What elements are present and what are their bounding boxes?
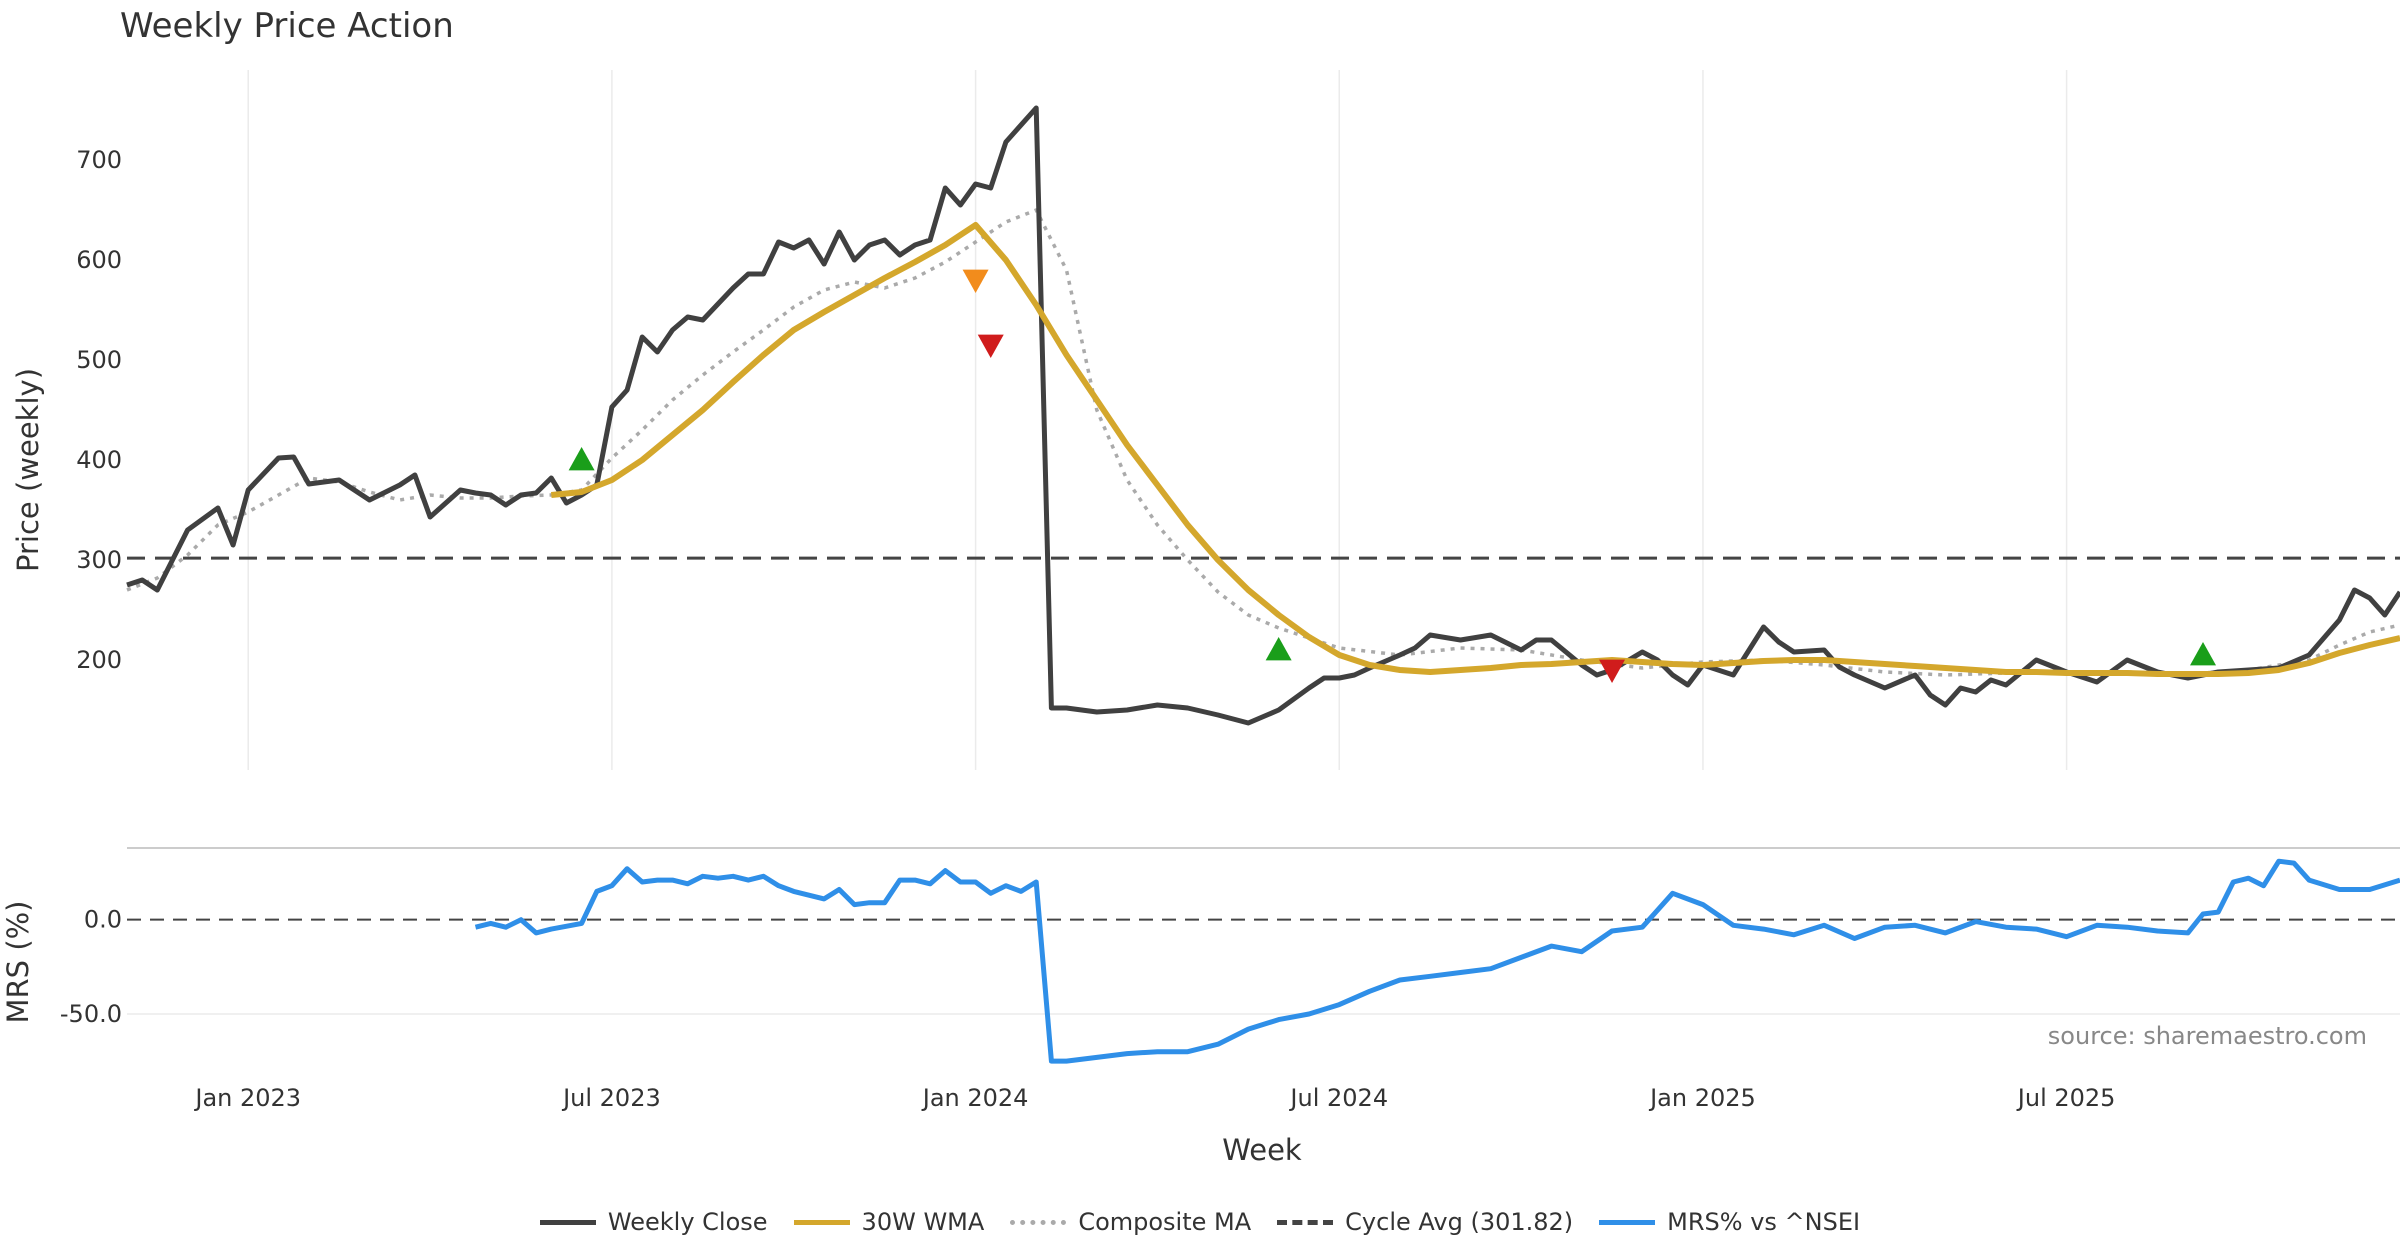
legend-label: 30W WMA: [861, 1208, 985, 1236]
marker-sell: [977, 334, 1004, 358]
legend-swatch: [793, 1219, 850, 1225]
legend-swatch: [1599, 1219, 1656, 1225]
marker-sell-warning: [962, 269, 989, 293]
x-tick-label: Jul 2025: [2016, 1084, 2116, 1112]
price-panel-grid: [247, 70, 2068, 770]
price-series-group: [126, 105, 2400, 726]
legend-swatch: [539, 1219, 596, 1225]
legend-swatch: [1277, 1219, 1334, 1225]
marker-buy: [568, 447, 595, 471]
mrs-y-tick-label: -50.0: [60, 1000, 122, 1028]
legend-label: Composite MA: [1078, 1208, 1252, 1236]
x-tick-label: Jan 2025: [1648, 1084, 1756, 1112]
x-tick-label: Jan 2024: [921, 1084, 1029, 1112]
mrs-y-axis-label: MRS (%): [1, 901, 35, 1024]
mrs-y-tick-label: 0.0: [84, 906, 122, 934]
price-y-tick-label: 500: [76, 346, 122, 374]
series-weekly-close: [126, 105, 2400, 726]
legend-label: MRS% vs ^NSEI: [1667, 1208, 1861, 1236]
chart-title: Weekly Price Action: [120, 6, 454, 46]
legend-item-30w-wma: 30W WMA: [793, 1208, 985, 1236]
price-y-tick-label: 700: [76, 146, 122, 174]
x-ticks: Jan 2023 Jul 2023 Jan 2024 Jul 2024 Jan 2025…: [193, 1084, 2115, 1112]
marker-buy: [2190, 642, 2217, 666]
x-tick-label: Jul 2023: [561, 1084, 661, 1112]
legend-item-composite-ma: Composite MA: [1010, 1208, 1251, 1236]
legend-label: Cycle Avg (301.82): [1345, 1208, 1574, 1236]
signal-markers: [568, 269, 2217, 683]
legend-item-weekly-close: Weekly Close: [539, 1208, 768, 1236]
source-label: source: sharemaestro.com: [2048, 1022, 2367, 1050]
chart-legend: Weekly Close 30W WMA Composite MA Cycle Avg…: [0, 1208, 2400, 1236]
marker-buy: [1265, 637, 1292, 661]
legend-item-cycle-avg-301-82: Cycle Avg (301.82): [1277, 1208, 1573, 1236]
price-y-axis-label: Price (weekly): [11, 368, 45, 572]
series-30w-wma: [551, 222, 2400, 677]
price-y-tick-label: 600: [76, 246, 122, 274]
price-y-tick-label: 400: [76, 446, 122, 474]
series-mrs-vs-nsei: [474, 858, 2400, 1064]
legend-swatch: [1010, 1219, 1067, 1225]
price-y-tick-label: 200: [76, 646, 122, 674]
price-y-ticks: 200 300 400 500 600 700: [76, 146, 122, 674]
mrs-series-group: [474, 858, 2400, 1064]
legend-item-mrs-vs-nsei: MRS% vs ^NSEI: [1599, 1208, 1860, 1236]
legend-label: Weekly Close: [607, 1208, 768, 1236]
x-tick-label: Jul 2024: [1288, 1084, 1388, 1112]
marker-sell: [1599, 659, 1626, 683]
price-y-tick-label: 300: [76, 546, 122, 574]
x-tick-label: Jan 2023: [193, 1084, 301, 1112]
x-axis-label: Week: [1222, 1133, 1302, 1167]
mrs-y-ticks: 0.0 -50.0: [60, 906, 122, 1028]
